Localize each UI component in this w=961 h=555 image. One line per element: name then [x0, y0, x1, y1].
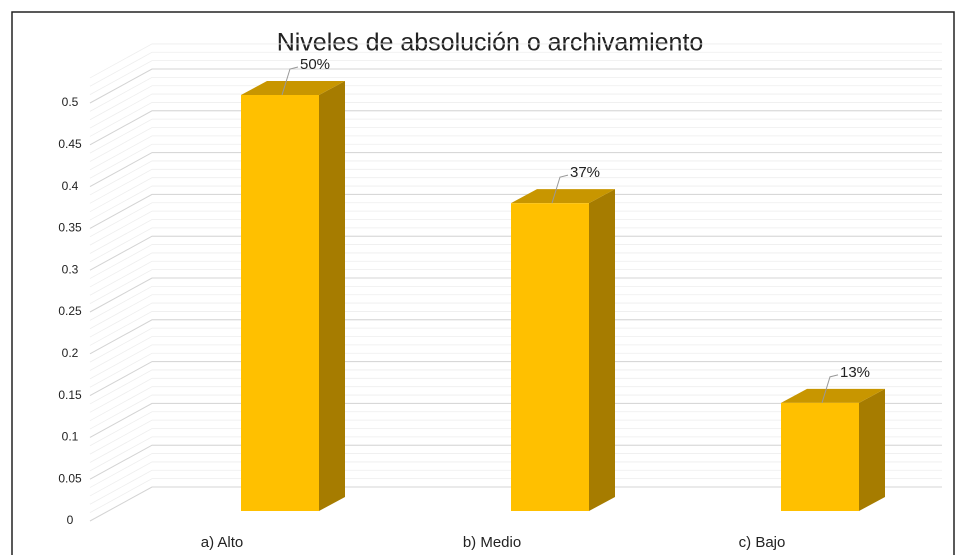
minor-grid-line	[89, 202, 942, 238]
grid-line	[89, 68, 942, 104]
grid-line	[89, 235, 942, 271]
bar-side	[589, 189, 615, 511]
minor-grid-line	[89, 93, 942, 129]
minor-grid-line	[89, 436, 942, 472]
x-tick-label: b) Medio	[463, 534, 521, 551]
minor-grid-line	[89, 411, 942, 447]
minor-grid-line	[89, 311, 942, 346]
minor-grid-line	[89, 269, 942, 304]
minor-grid-line	[89, 43, 942, 79]
minor-grid-line	[89, 469, 942, 505]
minor-grid-line	[89, 118, 942, 154]
minor-grid-line	[89, 386, 942, 422]
minor-grid-line	[89, 76, 942, 112]
bar-top	[241, 81, 345, 95]
minor-grid-line	[89, 294, 942, 330]
minor-grid-line	[89, 252, 942, 288]
grid-line	[89, 110, 942, 146]
minor-grid-line	[89, 419, 942, 455]
minor-grid-line	[89, 478, 942, 513]
minor-grid-line	[89, 453, 942, 488]
minor-grid-line	[89, 135, 942, 171]
minor-grid-line	[89, 143, 942, 179]
y-tick-label: 0.15	[58, 388, 82, 402]
leader-line	[551, 174, 569, 204]
minor-grid-line	[89, 177, 942, 213]
minor-grid-line	[89, 260, 942, 296]
minor-grid-line	[89, 210, 942, 246]
y-tick-label: 0.05	[58, 471, 82, 485]
minor-grid-line	[89, 336, 942, 371]
data-label: 13%	[840, 364, 870, 381]
minor-grid-line	[89, 285, 942, 321]
minor-grid-line	[89, 302, 942, 338]
minor-grid-line	[89, 168, 942, 204]
minor-grid-line	[89, 428, 942, 463]
bar	[781, 402, 859, 511]
y-tick-label: 0	[67, 513, 74, 527]
minor-grid-line	[89, 51, 942, 87]
grid-line	[89, 193, 942, 229]
minor-grid-line	[89, 227, 942, 263]
y-tick-label: 0.2	[62, 346, 79, 360]
x-tick-label: c) Bajo	[739, 534, 786, 551]
y-tick-label: 0.4	[62, 179, 79, 193]
minor-grid-line	[89, 352, 942, 388]
bar	[241, 95, 319, 511]
y-tick-label: 0.25	[58, 304, 82, 318]
minor-grid-line	[89, 244, 942, 279]
minor-grid-line	[89, 394, 942, 430]
bar	[511, 203, 589, 511]
y-tick-label: 0.45	[58, 137, 82, 151]
minor-grid-line	[89, 344, 942, 380]
minor-grid-line	[89, 369, 942, 405]
grid-line	[89, 361, 942, 397]
data-label: 37%	[570, 164, 600, 181]
leader-line	[281, 66, 299, 96]
minor-grid-line	[89, 185, 942, 221]
grid-line	[89, 277, 942, 313]
bar-side	[319, 81, 345, 511]
minor-grid-line	[89, 377, 942, 413]
bar-side	[859, 388, 885, 511]
minor-grid-line	[89, 219, 942, 254]
bar-top	[511, 189, 615, 204]
leader-line	[821, 374, 839, 403]
y-tick-label: 0.5	[62, 95, 79, 109]
minor-grid-line	[89, 327, 942, 363]
y-tick-label: 0.35	[58, 221, 82, 235]
minor-grid-line	[89, 85, 942, 121]
minor-grid-line	[89, 102, 942, 137]
minor-grid-line	[89, 461, 942, 497]
grid-line	[89, 402, 942, 438]
grid-line	[89, 486, 942, 522]
y-tick-label: 0.3	[62, 262, 79, 276]
y-tick-label: 0.1	[62, 430, 79, 444]
grid-line	[89, 319, 942, 355]
bar-top	[781, 388, 885, 403]
data-label: 50%	[300, 56, 330, 73]
grid-line	[89, 444, 942, 480]
minor-grid-line	[89, 127, 942, 162]
x-tick-label: a) Alto	[201, 534, 244, 551]
grid-line	[89, 152, 942, 188]
minor-grid-line	[89, 60, 942, 95]
minor-grid-line	[89, 160, 942, 196]
